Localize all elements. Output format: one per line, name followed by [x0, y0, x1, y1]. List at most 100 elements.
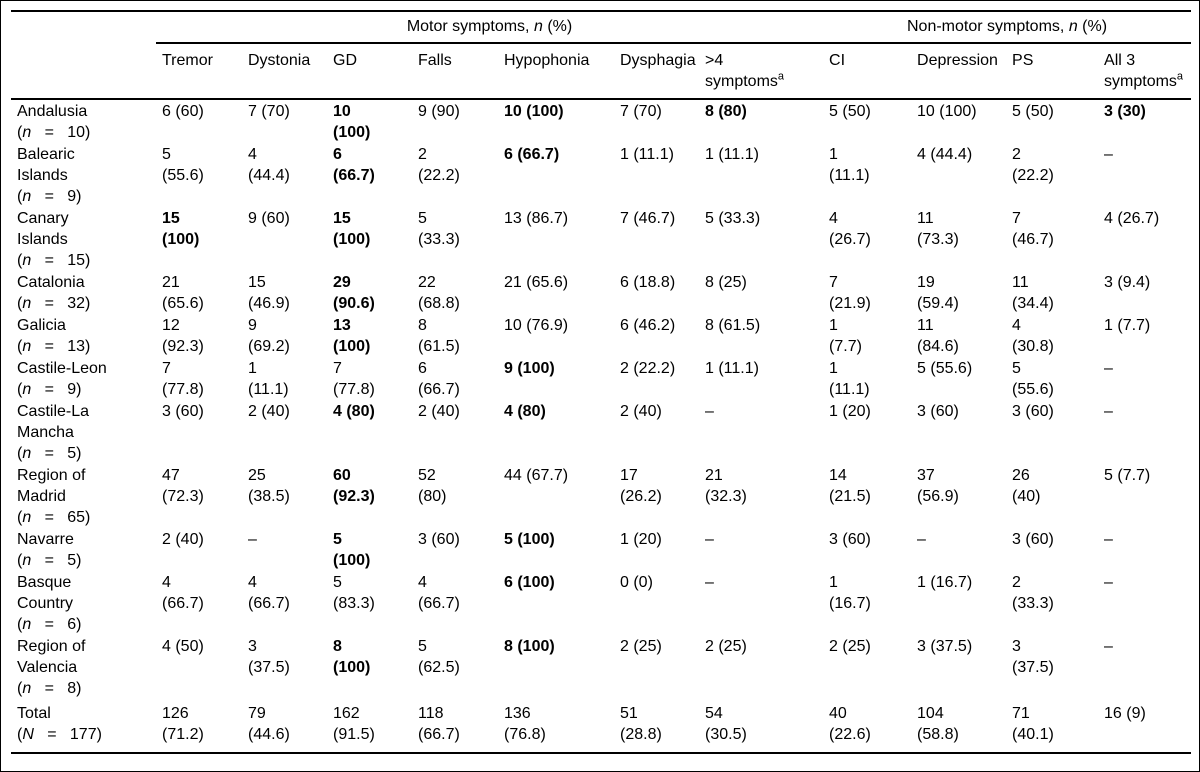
region-cell: Castile-La Mancha (n = 5)	[11, 400, 156, 464]
region-cell: Galicia (n = 13)	[11, 314, 156, 357]
column-header: Hypophonia	[498, 43, 614, 100]
value-cell: 3 (60)	[162, 403, 204, 420]
value-cell: 4 (26.7)	[829, 210, 871, 248]
regional-symptoms-table: Motor symptoms, n (%) Non-motor symptoms…	[11, 10, 1192, 754]
region-name-line: Region of	[17, 638, 86, 655]
value-cell: –	[705, 574, 714, 591]
sample-size-line: (n = 6)	[17, 616, 82, 633]
value-cell: 22 (68.8)	[418, 274, 460, 312]
n-symbol: n	[22, 445, 32, 462]
value-cell: 5 (7.7)	[1104, 467, 1151, 484]
value-cell: 52 (80)	[418, 467, 447, 505]
value-cell: 71 (40.1)	[1006, 699, 1099, 754]
motor-group-header: Motor symptoms, n (%)	[156, 11, 824, 44]
value-cell: 4 (66.7)	[248, 574, 290, 612]
n-symbol: n	[22, 509, 32, 526]
region-name-line: Islands	[17, 231, 68, 248]
value-cell: 79 (44.6)	[242, 699, 327, 754]
value-cell: 4 (26.7)	[1104, 210, 1160, 227]
n-symbol: n	[22, 616, 32, 633]
nonmotor-group-suffix: (%)	[1082, 18, 1108, 35]
region-name-line: Valencia	[17, 659, 78, 676]
table-row: Basque Country (n = 6) 4 (66.7) 4 (66.7) 5 (8…	[11, 571, 1191, 635]
column-header-row: Tremor Dystonia GD Falls Hypophonia Dysphagia…	[11, 43, 1192, 100]
value-cell: 1 (7.7)	[829, 317, 862, 355]
value-cell: 8 (100)	[333, 638, 371, 676]
value-cell: 6 (46.2)	[620, 317, 676, 334]
region-cell: Navarre (n = 5)	[11, 528, 156, 571]
value-cell: 2 (40)	[620, 403, 662, 420]
region-cell: Basque Country (n = 6)	[11, 571, 156, 635]
value-cell: 5 (83.3)	[333, 574, 375, 612]
nonmotor-group-header: Non-motor symptoms, n (%)	[823, 11, 1192, 44]
value-cell: 15 (100)	[162, 210, 200, 248]
value-cell: 10 (100)	[504, 103, 564, 120]
value-cell: 4 (66.7)	[418, 574, 460, 612]
value-cell: 40 (22.6)	[823, 699, 912, 754]
table-row: Region of Madrid (n = 65) 47 (72.3) 25 (38.5…	[11, 464, 1191, 528]
table-row: Balearic Islands (n = 9) 5 (55.6) 4 (44.4) 6 …	[11, 143, 1191, 207]
value-cell: 2 (40)	[248, 403, 290, 420]
table-row: Catalonia (n = 32) 21 (65.6) 15 (46.9) 29 (9…	[11, 271, 1191, 314]
sample-size-line: (n = 5)	[17, 445, 82, 462]
column-header: >4 symptomsa	[699, 43, 824, 100]
value-cell: 5 (33.3)	[418, 210, 460, 248]
region-name-line: Canary	[17, 210, 69, 227]
value-cell: 4 (44.4)	[917, 146, 973, 163]
region-name-line: Basque	[17, 574, 72, 591]
column-header: All 3 symptomsa	[1098, 43, 1192, 100]
sample-size-line: (n = 9)	[17, 381, 82, 398]
value-cell: –	[1104, 574, 1113, 591]
region-name-line: Castile-La	[17, 403, 90, 420]
sample-size-line: (n = 32)	[17, 295, 91, 312]
value-cell: 0 (0)	[620, 574, 653, 591]
value-cell: 5 (55.6)	[1012, 360, 1054, 398]
value-cell: 3 (60)	[917, 403, 959, 420]
value-cell: 8 (25)	[705, 274, 747, 291]
value-cell: 11 (34.4)	[1012, 274, 1054, 312]
value-cell: 5 (33.3)	[705, 210, 761, 227]
value-cell: 1 (11.1)	[829, 146, 870, 184]
sample-size-line: (n = 5)	[17, 552, 82, 569]
region-cell: Total (N = 177)	[11, 699, 156, 754]
region-name-line: Castile-Leon	[17, 360, 107, 377]
region-cell: Balearic Islands (n = 9)	[11, 143, 156, 207]
n-symbol: N	[22, 726, 34, 743]
value-cell: 3 (60)	[829, 531, 871, 548]
table-row: Galicia (n = 13) 12 (92.3) 9 (69.2) 13 (100)…	[11, 314, 1191, 357]
region-cell: Region of Madrid (n = 65)	[11, 464, 156, 528]
value-cell: –	[917, 531, 926, 548]
value-cell: 6 (66.7)	[333, 146, 375, 184]
value-cell: 11 (73.3)	[917, 210, 959, 248]
value-cell: 4 (44.4)	[248, 146, 290, 184]
region-name-line: Catalonia	[17, 274, 85, 291]
value-cell: 7 (21.9)	[829, 274, 871, 312]
n-symbol: n	[22, 338, 32, 355]
footnote-marker: a	[777, 70, 785, 83]
value-cell: –	[705, 403, 714, 420]
value-cell: 1 (11.1)	[620, 146, 674, 163]
value-cell: 8 (80)	[705, 103, 747, 120]
value-cell: 60 (92.3)	[333, 467, 375, 505]
corner-cell	[11, 11, 156, 43]
value-cell: 4 (66.7)	[162, 574, 204, 612]
value-cell: 15 (46.9)	[248, 274, 290, 312]
value-cell: 104 (58.8)	[911, 699, 1007, 754]
value-cell: 3 (37.5)	[917, 638, 973, 655]
value-cell: 1 (20)	[620, 531, 662, 548]
column-header-label: Hypophonia	[504, 52, 590, 69]
column-header: CI	[823, 43, 912, 100]
value-cell: 136 (76.8)	[498, 699, 614, 754]
value-cell: 2 (25)	[829, 638, 871, 655]
value-cell: 5 (50)	[829, 103, 871, 120]
value-cell: 21 (32.3)	[705, 467, 747, 505]
column-header: Dysphagia	[614, 43, 699, 100]
region-name-line: Navarre	[17, 531, 74, 548]
value-cell: 2 (25)	[705, 638, 747, 655]
table-row: Castile-Leon (n = 9) 7 (77.8) 1 (11.1) 7 (77…	[11, 357, 1191, 400]
value-cell: 1 (7.7)	[1104, 317, 1151, 334]
table-row: Andalusia (n = 10) 6 (60) 7 (70) 10 (100) 9 (…	[11, 99, 1191, 143]
value-cell: 8 (100)	[504, 638, 555, 655]
value-cell: 3 (60)	[1012, 531, 1054, 548]
